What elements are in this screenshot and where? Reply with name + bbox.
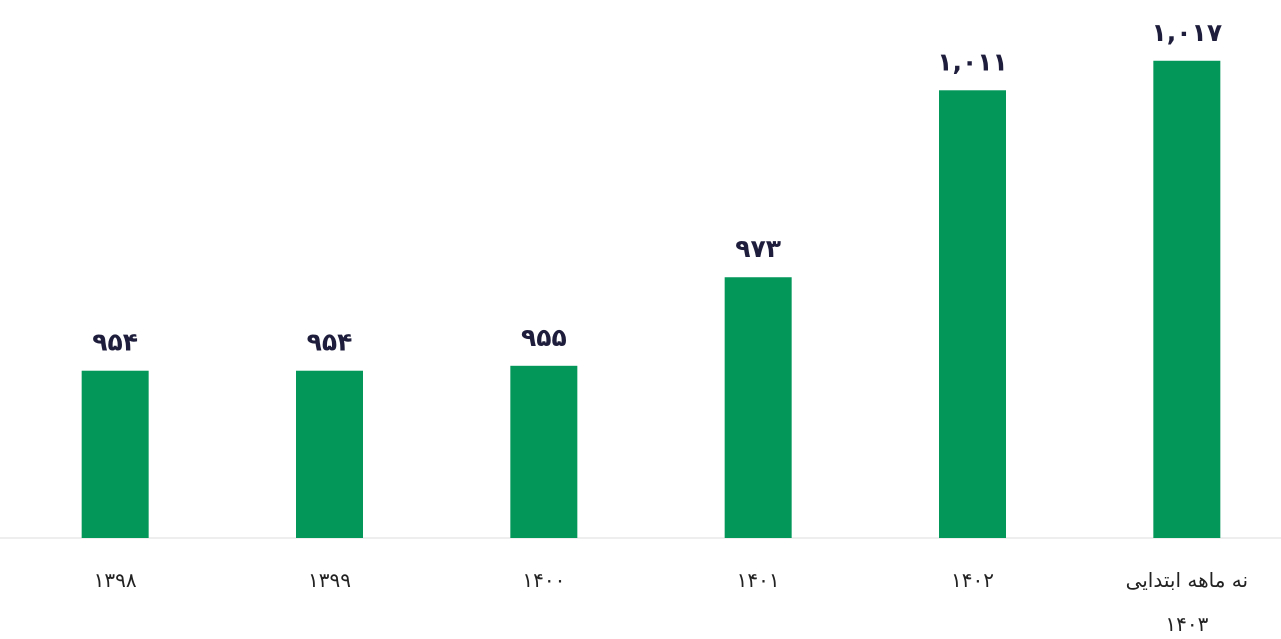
chart: ۹۵۴ ۹۵۴ ۹۵۵ ۹۷۳ ۱,۰۱۱ ۱,۰۱۷ ۱۳۹۸ ۱۳۹۹ ۱۴۰۰ ۱۴۰۱ ۱…: [0, 0, 1281, 639]
x-tick-label: نه ماهه ابتدایی ۱۴۰۳: [1112, 558, 1262, 639]
x-tick-label: ۱۳۹۸: [20, 558, 210, 602]
bar: [1153, 61, 1220, 538]
value-label: ۱,۰۱۷: [1152, 18, 1223, 47]
value-label: ۹۵۵: [521, 323, 567, 352]
chart-area: ۹۵۴ ۹۵۴ ۹۵۵ ۹۷۳ ۱,۰۱۱ ۱,۰۱۷: [0, 0, 1281, 639]
value-label: ۹۵۴: [92, 328, 138, 357]
x-tick-label: ۱۴۰۲: [878, 558, 1068, 602]
x-tick-label: ۱۳۹۹: [235, 558, 425, 602]
value-label: ۹۵۴: [307, 328, 353, 357]
bar: [510, 366, 577, 538]
bar: [296, 371, 363, 538]
bar: [939, 90, 1006, 538]
x-tick-label: ۱۴۰۱: [663, 558, 853, 602]
bar: [725, 277, 792, 538]
x-tick-label: ۱۴۰۰: [449, 558, 639, 602]
bar: [82, 371, 149, 538]
value-label: ۹۷۳: [735, 234, 781, 263]
value-label: ۱,۰۱۱: [937, 47, 1008, 76]
